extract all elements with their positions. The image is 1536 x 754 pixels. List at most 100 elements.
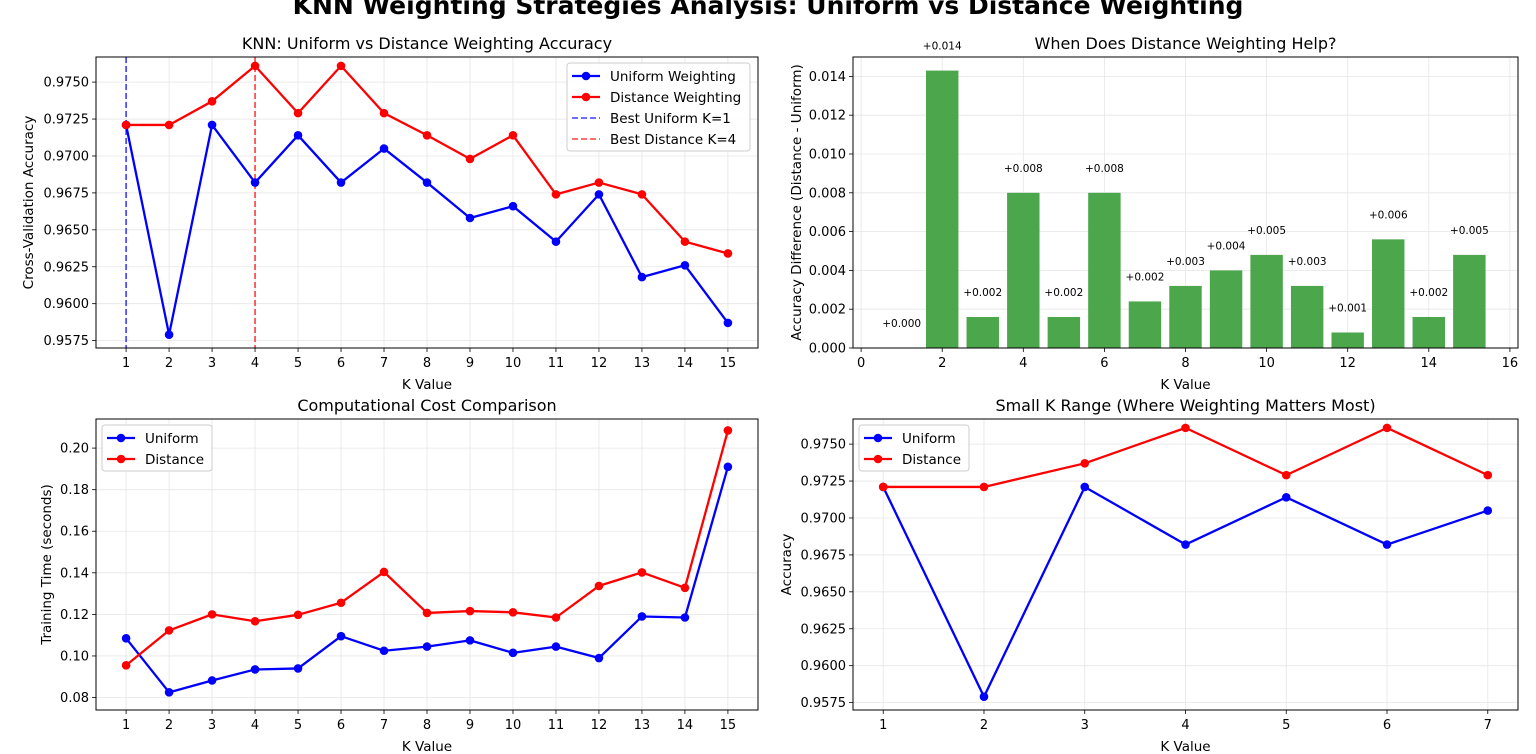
x-tick-label: 3 xyxy=(1081,718,1089,733)
subplot-4: 1 2 3 4 5 6 7 0.9575 0.9600 0.9625 0.9650 0.9675 0.9… xyxy=(779,396,1519,754)
data-point xyxy=(121,633,131,643)
data-point xyxy=(979,482,989,492)
y-tick-label: 0.16 xyxy=(60,525,89,540)
legend-marker xyxy=(116,454,126,464)
x-tick-label: 13 xyxy=(634,718,651,733)
y-tick-label: 0.9700 xyxy=(44,149,90,164)
bar xyxy=(1412,316,1446,348)
bar xyxy=(1372,239,1405,348)
x-tick-label: 2 xyxy=(980,718,988,733)
data-point xyxy=(637,568,647,577)
data-point xyxy=(465,606,475,616)
data-point xyxy=(1483,470,1493,480)
x-tick-label: 10 xyxy=(1258,356,1275,371)
x-tick-label: 9 xyxy=(466,718,474,733)
data-point xyxy=(637,272,647,282)
bar-value-label: +0.002 xyxy=(1126,271,1165,283)
legend-marker xyxy=(581,71,591,81)
x-axis-label: K Value xyxy=(402,377,452,393)
data-point xyxy=(551,613,561,622)
y-tick-label: 0.014 xyxy=(809,70,846,85)
data-point xyxy=(250,178,260,187)
data-point xyxy=(508,130,518,140)
x-tick-label: 14 xyxy=(1421,356,1438,371)
y-tick-label: 0.9600 xyxy=(801,659,847,674)
y-tick-label: 0.9650 xyxy=(801,585,847,600)
y-tick-label: 0.08 xyxy=(60,691,89,706)
data-point xyxy=(379,646,389,656)
data-point xyxy=(723,462,733,472)
legend-label: Distance xyxy=(902,452,961,468)
y-tick-label: 0.008 xyxy=(809,186,846,201)
data-point xyxy=(680,583,690,593)
x-tick-label: 2 xyxy=(938,356,946,371)
legend-label: Best Uniform K=1 xyxy=(610,111,731,127)
data-point xyxy=(250,665,260,674)
x-tick-label: 14 xyxy=(677,356,694,371)
data-point xyxy=(422,130,432,140)
subplot-title: When Does Distance Weighting Help? xyxy=(1035,34,1337,53)
x-tick-label: 6 xyxy=(1383,718,1391,733)
axes-frame xyxy=(852,56,1519,349)
x-tick-label: 8 xyxy=(1181,356,1189,371)
data-point xyxy=(422,608,432,618)
x-tick-label: 1 xyxy=(879,718,887,733)
data-point xyxy=(207,610,217,619)
x-axis-label: K Value xyxy=(1160,739,1210,754)
bar-value-label: +0.003 xyxy=(1288,256,1327,268)
x-tick-label: 8 xyxy=(423,356,431,371)
bar xyxy=(1290,285,1324,348)
plot-area xyxy=(925,70,1486,348)
y-tick-label: 0.004 xyxy=(809,264,846,279)
x-axis-label: K Value xyxy=(1160,377,1210,393)
data-point xyxy=(336,598,346,608)
x-tick-label: 10 xyxy=(505,356,522,371)
data-point xyxy=(680,613,690,622)
legend: Uniform Distance xyxy=(858,424,970,472)
data-point xyxy=(164,120,174,130)
legend-label: Distance xyxy=(145,452,204,468)
data-point xyxy=(680,260,690,270)
bar-value-label: +0.006 xyxy=(1369,209,1408,221)
bar-value-label: +0.002 xyxy=(1409,287,1448,299)
bar xyxy=(966,316,999,348)
subplot-3: 1 2 3 4 5 6 7 8 9 10 11 12 13 14 150.080.100.120.140.1… xyxy=(39,396,759,754)
legend-marker xyxy=(581,92,591,102)
data-point xyxy=(336,178,346,187)
legend-box xyxy=(566,62,751,152)
data-point xyxy=(465,154,475,164)
bar-value-label: +0.014 xyxy=(923,41,962,53)
x-tick-label: 6 xyxy=(337,718,345,733)
x-tick-label: 4 xyxy=(251,356,259,371)
x-tick-label: 14 xyxy=(677,718,694,733)
y-tick-label: 0.14 xyxy=(60,566,89,581)
bar-value-label: +0.004 xyxy=(1207,240,1246,252)
bar xyxy=(1088,192,1121,348)
legend-label: Uniform xyxy=(902,431,956,447)
x-tick-label: 8 xyxy=(423,718,431,733)
x-tick-label: 12 xyxy=(591,356,608,371)
y-tick-label: 0.9675 xyxy=(44,186,90,201)
data-point xyxy=(121,661,131,670)
x-tick-label: 1 xyxy=(122,356,130,371)
y-axis-label: Accuracy xyxy=(779,534,795,596)
plot-area xyxy=(121,426,733,697)
data-point xyxy=(1080,482,1090,492)
x-tick-label: 4 xyxy=(1181,718,1189,733)
bar-value-label: +0.005 xyxy=(1247,225,1286,237)
data-point xyxy=(293,130,303,140)
y-axis-label: Accuracy Difference (Distance - Uniform) xyxy=(789,64,805,341)
subplot-1: 1 2 3 4 5 6 7 8 9 10 11 12 13 14 150.95750.96000.96250… xyxy=(21,34,759,393)
x-tick-label: 7 xyxy=(1484,718,1492,733)
data-point xyxy=(465,213,475,223)
data-point xyxy=(422,642,432,651)
legend-marker xyxy=(873,433,883,443)
y-tick-label: 0.9700 xyxy=(801,511,847,526)
data-point xyxy=(207,97,217,106)
data-point xyxy=(379,567,389,577)
data-point xyxy=(164,688,174,697)
data-point xyxy=(250,616,260,626)
data-point xyxy=(336,61,346,71)
bar xyxy=(1169,285,1202,348)
